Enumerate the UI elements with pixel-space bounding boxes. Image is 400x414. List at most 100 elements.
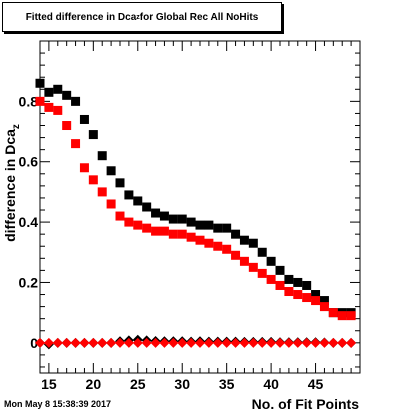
y-axis-title-main: difference in Dca: [2, 129, 18, 242]
data-point: [266, 337, 277, 348]
plot-border: [39, 40, 361, 374]
data-point: [311, 296, 321, 306]
y-tick-label: 0.6: [19, 154, 39, 170]
y-tick-label: 0.8: [19, 93, 39, 109]
data-point: [231, 229, 241, 239]
data-point: [195, 337, 205, 348]
data-point: [186, 217, 196, 227]
y-axis-title: difference in Dcaz: [2, 124, 22, 242]
y-tick-label: 0: [30, 335, 38, 351]
data-point: [230, 337, 241, 348]
data-point: [35, 96, 45, 106]
data-point: [292, 337, 303, 348]
data-point: [204, 238, 214, 248]
data-point: [222, 223, 232, 233]
data-point: [97, 337, 108, 348]
x-tick-label: 40: [263, 376, 279, 392]
x-axis-title: No. of Fit Points: [252, 396, 360, 412]
data-point: [231, 250, 241, 260]
data-point: [79, 114, 89, 124]
data-point: [150, 337, 161, 348]
data-point: [97, 187, 107, 197]
data-point: [283, 337, 294, 348]
x-tick-label: 30: [174, 376, 190, 392]
data-point: [61, 337, 72, 348]
y-tick-label: 0.4: [19, 214, 39, 230]
y-axis-title-subscript: z: [11, 124, 22, 129]
data-point: [293, 277, 303, 287]
data-point: [222, 244, 232, 254]
data-point: [213, 241, 223, 251]
data-point: [302, 280, 312, 290]
data-point: [195, 235, 205, 245]
x-axis: 15 20 25 30 35 40 45: [39, 41, 361, 392]
data-point: [239, 256, 249, 266]
x-tick-label: 25: [130, 376, 146, 392]
data-point: [319, 302, 329, 312]
y-tick-label: 0.2: [19, 274, 39, 290]
data-point: [79, 337, 90, 348]
data-point: [319, 337, 330, 348]
data-point: [62, 90, 72, 100]
data-point: [43, 337, 54, 348]
data-point: [35, 78, 45, 88]
data-point: [53, 105, 63, 115]
data-point: [106, 337, 117, 348]
chart-title-main: Fitted difference in Dca: [25, 11, 137, 23]
data-point: [328, 308, 338, 318]
data-point: [257, 268, 267, 278]
data-point: [337, 311, 347, 321]
data-point: [346, 337, 357, 348]
data-point: [44, 87, 54, 97]
data-point: [212, 337, 223, 348]
data-point: [44, 102, 54, 112]
data-point: [311, 290, 321, 300]
chart-title-rest: for Global Rec All NoHits: [139, 11, 259, 23]
data-point: [106, 166, 116, 176]
data-point: [35, 337, 45, 348]
data-point: [257, 337, 268, 348]
data-point: [302, 293, 312, 303]
data-point: [141, 337, 152, 348]
data-point: [151, 226, 161, 236]
data-point: [275, 265, 285, 275]
series-3: [35, 337, 357, 348]
data-point: [248, 337, 259, 348]
y-axis: 0 0.2 0.4 0.6 0.8: [19, 40, 360, 368]
data-point: [88, 337, 99, 348]
data-point: [97, 151, 107, 161]
data-point: [70, 337, 81, 348]
data-point: [195, 220, 205, 230]
data-point: [142, 202, 152, 212]
data-point: [159, 211, 169, 221]
data-point: [319, 296, 329, 306]
data-point: [346, 311, 356, 321]
data-point: [177, 229, 187, 239]
data-point: [266, 256, 276, 266]
plot-frame: [39, 40, 361, 374]
data-point: [186, 232, 196, 242]
data-point: [266, 274, 276, 284]
x-tick-label: 35: [219, 376, 235, 392]
data-point: [284, 287, 294, 297]
data-point: [124, 190, 134, 200]
data-point: [203, 337, 214, 348]
data-point: [53, 84, 63, 94]
data-point: [248, 238, 258, 248]
chart-title: Fitted difference in Dca z for Global Rec…: [2, 2, 282, 32]
data-point: [88, 130, 98, 140]
data-point: [124, 217, 134, 227]
data-point: [115, 337, 125, 348]
data-point: [310, 337, 321, 348]
data-point: [159, 226, 169, 236]
data-point: [275, 280, 285, 290]
data-point: [177, 214, 187, 224]
data-point: [284, 274, 294, 284]
data-point: [71, 139, 81, 149]
x-tick-label: 20: [86, 376, 102, 392]
data-point: [115, 178, 125, 188]
data-point: [62, 121, 72, 131]
x-tick-label: 45: [308, 376, 324, 392]
data-point: [248, 262, 258, 272]
